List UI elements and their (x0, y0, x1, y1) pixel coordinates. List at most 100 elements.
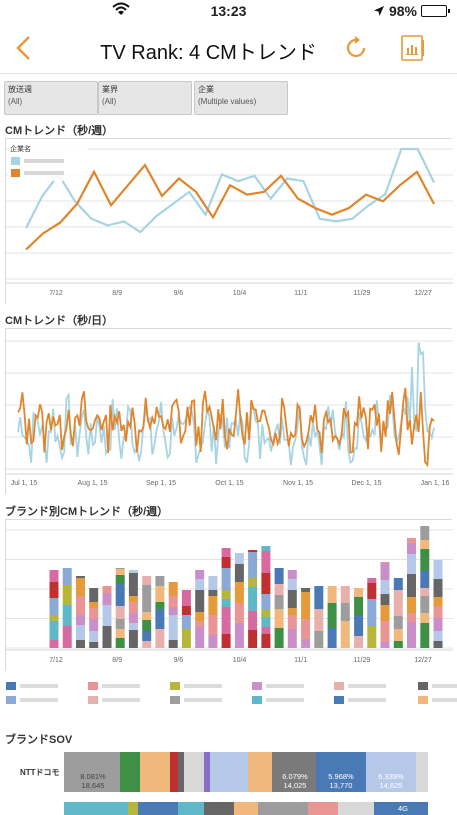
bar-segment (433, 560, 443, 579)
bar-segment (49, 621, 59, 640)
bar-segment (168, 582, 178, 596)
bar-segment (181, 615, 191, 629)
bar-segment (314, 609, 324, 631)
bar-segment (102, 626, 112, 648)
legend-swatch (334, 682, 344, 690)
bar-segment (420, 526, 430, 540)
sov-segment[interactable] (316, 752, 366, 792)
refresh-icon[interactable] (344, 35, 370, 61)
filter-label: 企業 (198, 85, 214, 94)
sov-seconds: 18,645 (81, 781, 105, 790)
legend-blur-label (20, 684, 58, 688)
sov-segment[interactable] (204, 802, 234, 815)
bar-segment (62, 626, 72, 648)
bar-segment (433, 641, 443, 648)
sov-segment[interactable] (128, 802, 138, 815)
bar-segment (248, 578, 258, 587)
bar-segment (261, 551, 271, 573)
sov-segment[interactable] (338, 802, 374, 815)
bar-segment (380, 605, 390, 621)
bar-segment (274, 584, 284, 595)
sov-bar-row-2[interactable]: 4G (64, 802, 428, 815)
x-tick-label: Aug 1, 15 (78, 480, 108, 487)
bar-segment (168, 596, 178, 607)
legend-blur-label (348, 684, 386, 688)
bar-segment (274, 628, 284, 648)
bar-segment (407, 622, 416, 648)
bar-segment (274, 595, 284, 609)
bar-segment (234, 582, 244, 603)
bar-segment (195, 627, 205, 648)
bar-segment (76, 576, 85, 578)
bar-segment (128, 570, 138, 573)
sov-segment[interactable] (308, 802, 338, 815)
bar-segment (102, 605, 112, 626)
bar-segment (261, 594, 271, 610)
sov-value-label: 8.081% 18,645 (66, 772, 120, 790)
bar-segment (287, 629, 297, 648)
bar-segment (208, 596, 218, 615)
sov-segment[interactable] (248, 752, 272, 792)
bar-segment (420, 596, 430, 613)
bar-segment (261, 627, 271, 634)
sov-segment[interactable] (234, 802, 258, 815)
bar-segment (115, 584, 125, 606)
bar-segment (340, 621, 350, 648)
sov-bar-row-1[interactable]: 8.081% 18,645 6.079% 14,025 5.968% 13,770 6.33… (64, 752, 428, 792)
sov-segment[interactable] (178, 802, 204, 815)
bar-segment (115, 629, 125, 638)
series-line-1 (25, 147, 435, 234)
bar-segment (115, 568, 125, 569)
bar-segment (287, 590, 297, 608)
sov-segment[interactable] (138, 802, 178, 815)
sov-segment[interactable] (416, 752, 428, 792)
back-chevron-icon[interactable] (12, 34, 36, 62)
bar-segment (76, 615, 85, 625)
x-tick-label: 11/29 (353, 657, 370, 664)
bar-segment (301, 592, 311, 619)
bar-segment (168, 607, 178, 615)
legend-title: 企業名 (10, 144, 31, 153)
sov-segment[interactable] (120, 752, 140, 792)
bar-segment (208, 576, 218, 590)
sov-segment[interactable] (184, 752, 204, 792)
legend-item (418, 696, 457, 704)
report-icon[interactable] (400, 34, 426, 62)
bar-segment (115, 619, 125, 629)
series-line-2 (25, 163, 435, 251)
bar-segment (287, 570, 297, 579)
bar-segment (261, 546, 271, 551)
bar-segment (248, 611, 258, 630)
sov-segment[interactable] (366, 752, 416, 792)
legend-item (6, 696, 58, 704)
daily-series-blue (17, 342, 435, 466)
sov-segment[interactable] (64, 802, 128, 815)
sov-segment[interactable] (178, 752, 184, 792)
bar-segment (155, 576, 165, 586)
bar-segment (314, 586, 324, 609)
bar-segment (128, 613, 138, 623)
bar-segment (142, 576, 152, 585)
sov-segment[interactable] (210, 752, 248, 792)
sov-segment[interactable] (170, 752, 178, 792)
sov-segment[interactable] (258, 802, 308, 815)
legend-swatch (6, 696, 16, 704)
sov-segment[interactable] (374, 802, 428, 815)
legend-swatch (252, 682, 262, 690)
sov-segment[interactable] (204, 752, 210, 792)
bar-segment (62, 585, 72, 605)
filter-industry[interactable]: 業界 (All) (98, 81, 192, 115)
bar-segment (89, 631, 99, 642)
bar-segment (89, 588, 99, 602)
sov-segment[interactable] (272, 752, 316, 792)
bar-segment (142, 585, 152, 612)
filter-company[interactable]: 企業 (Multiple values) (194, 81, 288, 115)
legend-item (88, 682, 140, 690)
sov-segment[interactable] (140, 752, 170, 792)
x-tick-label: Jul 1, 15 (11, 480, 38, 487)
bar-segment (155, 609, 165, 629)
filter-broadcast-week[interactable]: 放送週 (All) (4, 81, 98, 115)
legend-swatch (88, 682, 98, 690)
bar-segment (248, 550, 258, 552)
sov-segment[interactable] (64, 752, 120, 792)
